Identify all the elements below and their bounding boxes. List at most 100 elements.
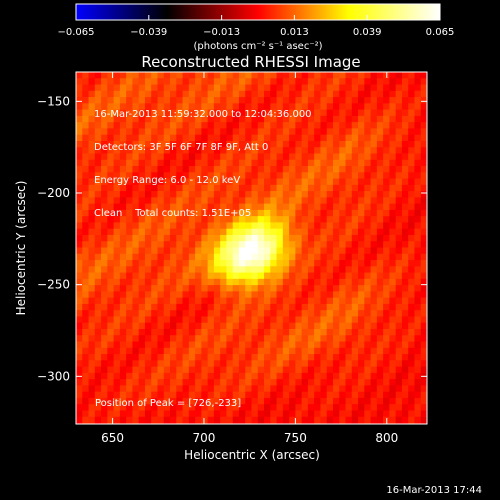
heatmap-cell: [251, 322, 259, 330]
heatmap-cell: [257, 97, 265, 104]
heatmap-cell: [144, 203, 152, 211]
heatmap-cell: [383, 260, 390, 267]
heatmap-cell: [220, 203, 228, 211]
heatmap-cell: [389, 97, 397, 104]
heatmap-cell: [270, 140, 278, 148]
heatmap-cell: [88, 72, 96, 79]
time-range-text: 16-Mar-2013 11:59:32.000 to 12:04:36.000: [94, 109, 312, 120]
heatmap-cell: [163, 316, 171, 324]
heatmap-cell: [213, 285, 221, 292]
heatmap-cell: [238, 366, 246, 374]
heatmap-cell: [401, 379, 409, 386]
heatmap-cell: [107, 122, 115, 130]
heatmap-cell: [213, 404, 221, 412]
heatmap-cell: [345, 90, 353, 98]
heatmap-cell: [232, 285, 240, 292]
heatmap-cell: [151, 72, 159, 79]
heatmap-cell: [276, 354, 284, 361]
heatmap-cell: [383, 134, 390, 142]
heatmap-cell: [314, 209, 322, 217]
heatmap-cell: [207, 115, 215, 123]
heatmap-cell: [295, 115, 303, 123]
heatmap-cell: [358, 153, 365, 161]
heatmap-cell: [170, 291, 177, 299]
heatmap-cell: [345, 234, 353, 242]
heatmap-cell: [238, 103, 246, 111]
heatmap-cell: [307, 122, 315, 130]
heatmap-cell: [138, 147, 146, 155]
heatmap-cell: [201, 203, 209, 211]
heatmap-cell: [420, 178, 427, 186]
heatmap-cell: [414, 278, 422, 286]
heatmap-cell: [113, 78, 121, 86]
heatmap-cell: [295, 97, 303, 104]
heatmap-cell: [107, 203, 115, 211]
heatmap-cell: [151, 234, 159, 242]
y-tick-label: −200: [37, 186, 70, 200]
heatmap-cell: [220, 184, 228, 192]
heatmap-cell: [188, 209, 196, 217]
heatmap-cell: [176, 291, 184, 299]
heatmap-cell: [163, 97, 171, 104]
heatmap-cell: [320, 410, 328, 418]
heatmap-cell: [182, 84, 190, 92]
heatmap-cell: [138, 360, 146, 368]
heatmap-cell: [345, 241, 353, 249]
heatmap-cell: [201, 322, 209, 330]
heatmap-cell: [201, 122, 209, 130]
heatmap-cell: [314, 335, 322, 343]
heatmap-cell: [207, 322, 215, 330]
heatmap-cell: [201, 285, 209, 292]
heatmap-cell: [132, 184, 140, 192]
heatmap-cell: [320, 234, 328, 242]
heatmap-cell: [389, 391, 397, 399]
heatmap-cell: [264, 335, 271, 343]
heatmap-cell: [119, 328, 127, 336]
heatmap-cell: [107, 379, 115, 386]
heatmap-cell: [345, 191, 353, 198]
heatmap-cell: [389, 128, 397, 136]
heatmap-cell: [339, 234, 347, 242]
heatmap-cell: [282, 234, 290, 242]
heatmap-cell: [420, 410, 427, 418]
heatmap-cell: [226, 303, 234, 311]
heatmap-cell: [383, 115, 390, 123]
heatmap-cell: [289, 97, 296, 104]
heatmap-cell: [282, 216, 290, 224]
heatmap-cell: [144, 103, 152, 111]
heatmap-cell: [420, 247, 427, 255]
heatmap-cell: [220, 385, 228, 393]
heatmap-cell: [76, 178, 83, 186]
heatmap-cell: [195, 216, 202, 224]
heatmap-cell: [326, 341, 334, 349]
heatmap-cell: [307, 253, 315, 261]
heatmap-cell: [320, 316, 328, 324]
heatmap-cell: [232, 278, 240, 286]
heatmap-cell: [326, 260, 334, 267]
heatmap-cell: [282, 253, 290, 261]
heatmap-cell: [182, 379, 190, 386]
heatmap-cell: [314, 366, 322, 374]
heatmap-cell: [138, 122, 146, 130]
heatmap-cell: [370, 366, 378, 374]
heatmap-cell: [232, 159, 240, 167]
heatmap-cell: [395, 347, 403, 355]
image-plot: [76, 72, 427, 424]
heatmap-cell: [320, 285, 328, 292]
heatmap-cell: [76, 103, 83, 111]
heatmap-cell: [257, 404, 265, 412]
heatmap-cell: [138, 228, 146, 236]
heatmap-cell: [276, 260, 284, 267]
heatmap-cell: [364, 178, 372, 186]
heatmap-cell: [232, 410, 240, 418]
heatmap-cell: [307, 178, 315, 186]
heatmap-cell: [276, 372, 284, 380]
heatmap-cell: [314, 197, 322, 205]
heatmap-cell: [395, 222, 403, 230]
heatmap-cell: [401, 147, 409, 155]
heatmap-cell: [270, 260, 278, 267]
heatmap-cell: [282, 115, 290, 123]
heatmap-cell: [257, 379, 265, 386]
heatmap-cell: [195, 90, 202, 98]
heatmap-cell: [257, 341, 265, 349]
